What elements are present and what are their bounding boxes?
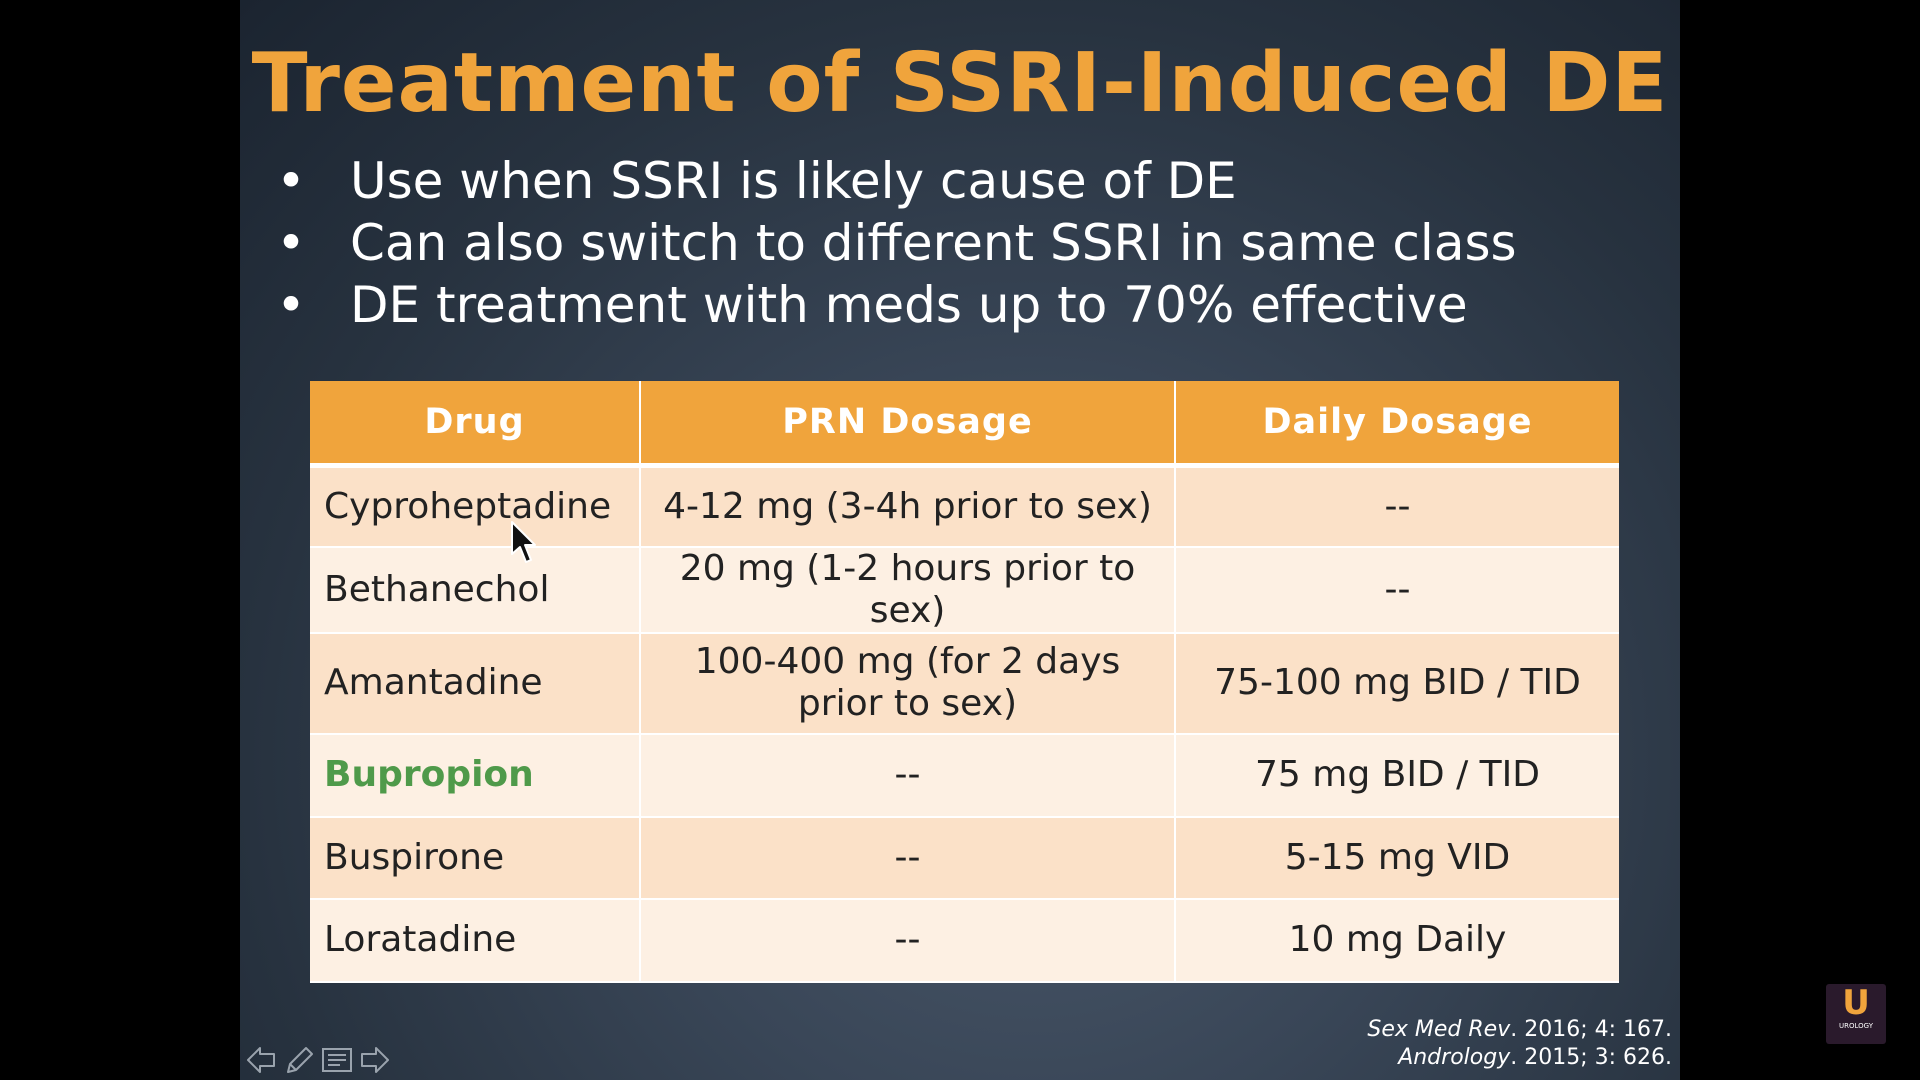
table-row: Bupropion -- 75 mg BID / TID [310,733,1619,818]
prn-dosage-cell: 20 mg (1-2 hours prior to sex) [640,546,1176,634]
prn-dosage-cell: 4-12 mg (3-4h prior to sex) [640,465,1176,548]
prn-dosage-cell: 100-400 mg (for 2 days prior to sex) [640,632,1176,735]
bullet-dot: • [276,276,306,334]
column-header-daily-dosage: Daily Dosage [1175,381,1619,468]
column-header-drug: Drug [310,381,641,468]
table-header-row: Drug PRN Dosage Daily Dosage [310,381,1619,468]
channel-logo: U UROLOGY [1826,984,1886,1044]
prn-dosage-cell: -- [640,816,1176,900]
drug-cell: Amantadine [310,632,641,735]
slide-title: Treatment of SSRI-Induced DE [251,36,1669,131]
table-row: Cyproheptadine 4-12 mg (3-4h prior to se… [310,465,1619,548]
bullet-dot: • [276,214,306,272]
table-row: Amantadine 100-400 mg (for 2 days prior … [310,632,1619,735]
reference-line: Andrology. 2015; 3: 626. [1367,1044,1672,1072]
bullet-list: • Use when SSRI is likely cause of DE • Ca… [276,150,1656,336]
daily-dosage-cell: 5-15 mg VID [1175,816,1619,900]
pen-icon[interactable] [282,1044,316,1076]
table-row: Buspirone -- 5-15 mg VID [310,816,1619,900]
table-row: Loratadine -- 10 mg Daily [310,898,1619,983]
reference-journal: Andrology [1398,1045,1511,1070]
back-arrow-icon[interactable] [244,1044,278,1076]
menu-icon[interactable] [320,1044,354,1076]
daily-dosage-cell: 75-100 mg BID / TID [1175,632,1619,735]
bullet-text: DE treatment with meds up to 70% effecti… [350,276,1468,334]
bullet-text: Use when SSRI is likely cause of DE [350,152,1237,210]
reference-citation: . 2015; 3: 626. [1510,1045,1672,1070]
reference-citation: . 2016; 4: 167. [1510,1017,1672,1042]
drug-cell: Loratadine [310,898,641,983]
bullet-item: • DE treatment with meds up to 70% effect… [276,274,1656,336]
drug-cell-highlighted: Bupropion [310,733,641,818]
drug-cell: Buspirone [310,816,641,900]
references: Sex Med Rev. 2016; 4: 167. Andrology. 20… [1367,1016,1672,1072]
column-header-prn-dosage: PRN Dosage [640,381,1176,468]
daily-dosage-cell: 10 mg Daily [1175,898,1619,983]
drug-cell: Cyproheptadine [310,465,641,548]
daily-dosage-cell: -- [1175,465,1619,548]
reference-line: Sex Med Rev. 2016; 4: 167. [1367,1016,1672,1044]
logo-letter: U [1842,983,1870,1023]
bullet-item: • Can also switch to different SSRI in sa… [276,212,1656,274]
slideshow-nav-toolbar [244,1044,392,1076]
reference-journal: Sex Med Rev [1367,1017,1511,1042]
daily-dosage-cell: 75 mg BID / TID [1175,733,1619,818]
bullet-dot: • [276,152,306,210]
logo-caption: UROLOGY [1838,1022,1873,1030]
drug-dosage-table: Drug PRN Dosage Daily Dosage Cyproheptad… [310,381,1619,983]
forward-arrow-icon[interactable] [358,1044,392,1076]
slide: Treatment of SSRI-Induced DE • Use when S… [240,0,1680,1080]
prn-dosage-cell: -- [640,898,1176,983]
daily-dosage-cell: -- [1175,546,1619,634]
bullet-text: Can also switch to different SSRI in sam… [350,214,1517,272]
prn-dosage-cell: -- [640,733,1176,818]
drug-cell: Bethanechol [310,546,641,634]
bullet-item: • Use when SSRI is likely cause of DE [276,150,1656,212]
table-row: Bethanechol 20 mg (1-2 hours prior to se… [310,546,1619,634]
